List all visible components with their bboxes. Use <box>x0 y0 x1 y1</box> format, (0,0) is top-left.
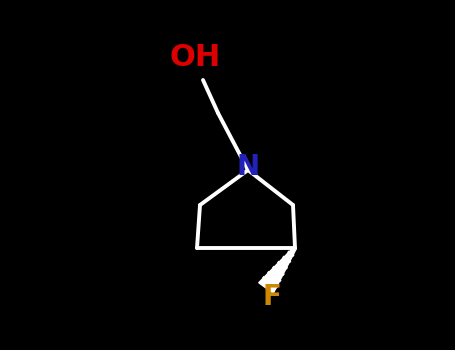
Text: F: F <box>263 283 282 311</box>
Text: OH: OH <box>169 43 221 72</box>
Polygon shape <box>259 247 296 293</box>
Text: N: N <box>237 153 259 181</box>
